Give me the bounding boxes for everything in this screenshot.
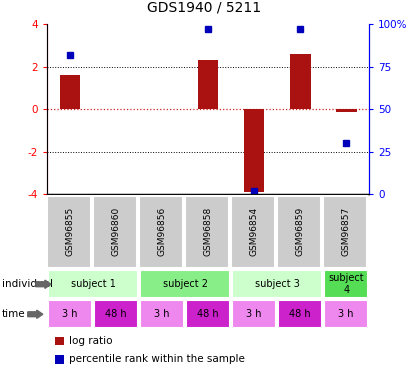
Bar	[244, 109, 264, 192]
Text: GDS1940 / 5211: GDS1940 / 5211	[147, 1, 261, 15]
Text: GSM96856: GSM96856	[157, 207, 166, 256]
Text: percentile rank within the sample: percentile rank within the sample	[69, 354, 245, 364]
Text: 48 h: 48 h	[289, 309, 311, 319]
Text: time: time	[2, 309, 26, 319]
Text: GSM96855: GSM96855	[65, 207, 74, 256]
Bar	[277, 196, 322, 268]
Bar	[140, 270, 230, 298]
Text: 3 h: 3 h	[62, 309, 78, 319]
Bar	[290, 54, 310, 109]
Text: GSM96860: GSM96860	[111, 207, 120, 256]
Bar	[232, 270, 322, 298]
Text: individual: individual	[2, 279, 53, 289]
Bar	[186, 300, 230, 328]
Bar	[336, 109, 357, 112]
Text: 3 h: 3 h	[246, 309, 262, 319]
Text: GSM96858: GSM96858	[204, 207, 213, 256]
Bar	[94, 300, 138, 328]
Text: log ratio: log ratio	[69, 336, 113, 346]
Bar	[323, 196, 367, 268]
Text: subject 2: subject 2	[162, 279, 208, 289]
Bar	[47, 196, 91, 268]
Bar	[231, 196, 275, 268]
Bar	[324, 300, 368, 328]
Text: subject 3: subject 3	[255, 279, 299, 289]
Text: GSM96854: GSM96854	[250, 207, 259, 256]
Bar	[48, 300, 92, 328]
Bar	[232, 300, 276, 328]
Bar	[324, 270, 368, 298]
Bar	[278, 300, 322, 328]
Text: GSM96859: GSM96859	[296, 207, 305, 256]
Bar	[185, 196, 229, 268]
Bar	[48, 270, 138, 298]
Text: subject
4: subject 4	[328, 273, 364, 295]
Text: GSM96857: GSM96857	[342, 207, 351, 256]
Bar	[93, 196, 137, 268]
Text: subject 1: subject 1	[71, 279, 115, 289]
Bar	[60, 75, 80, 109]
Bar	[140, 300, 184, 328]
Text: 3 h: 3 h	[154, 309, 170, 319]
Bar	[198, 60, 218, 109]
Text: 48 h: 48 h	[197, 309, 219, 319]
Text: 48 h: 48 h	[105, 309, 127, 319]
Bar	[139, 196, 183, 268]
Text: 3 h: 3 h	[339, 309, 354, 319]
